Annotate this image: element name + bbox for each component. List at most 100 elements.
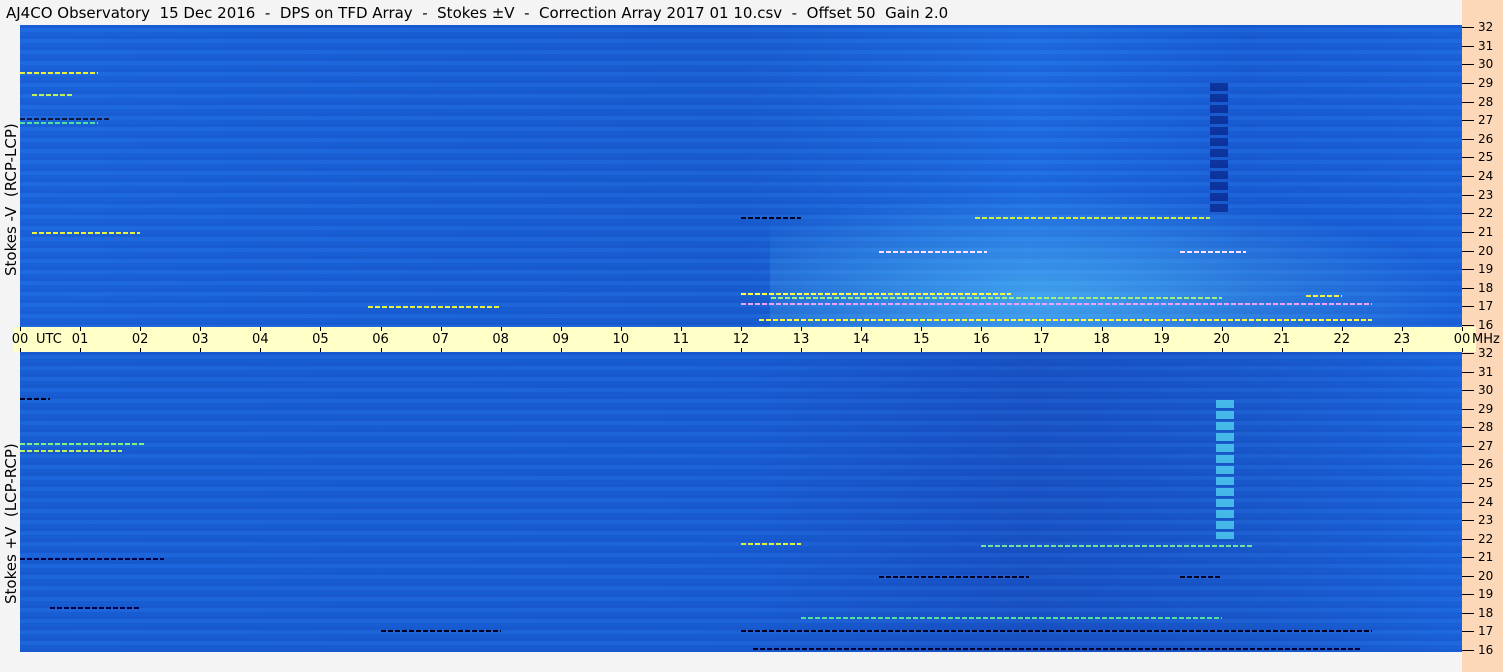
y-tick-mark xyxy=(1462,194,1474,196)
x-tick-mark xyxy=(921,348,923,352)
emission-streak xyxy=(741,629,1372,632)
stokes-minus-v-panel xyxy=(20,25,1462,327)
y-tick-label: 22 xyxy=(1478,531,1494,546)
x-tick-label: 16 xyxy=(973,332,990,347)
x-tick-mark xyxy=(861,348,863,352)
x-tick-mark xyxy=(200,348,202,352)
y-tick-label: 22 xyxy=(1478,206,1494,221)
x-tick-mark xyxy=(1041,348,1043,352)
y-tick-label: 29 xyxy=(1478,75,1494,90)
x-tick-label: 04 xyxy=(252,332,269,347)
y-tick-mark xyxy=(1462,250,1474,252)
y-tick-label: 18 xyxy=(1478,280,1494,295)
x-tick-mark xyxy=(981,327,983,331)
emission-streak xyxy=(50,607,141,610)
x-tick-mark xyxy=(1401,327,1403,331)
y-tick-mark xyxy=(1462,482,1474,484)
y-tick-mark xyxy=(1462,306,1474,308)
x-tick-mark xyxy=(80,348,82,352)
y-tick-mark xyxy=(1462,157,1474,159)
emission-streak xyxy=(20,450,123,453)
y-tick-mark xyxy=(1462,231,1474,233)
y-tick-mark xyxy=(1462,520,1474,522)
emission-streak xyxy=(981,544,1252,547)
y-tick-label: 23 xyxy=(1478,187,1494,202)
y-tick-label: 27 xyxy=(1478,438,1494,453)
x-tick-mark xyxy=(320,348,322,352)
top-panel-ylabel: Stokes -V (RCP-LCP) xyxy=(2,123,20,276)
x-tick-mark xyxy=(440,348,442,352)
y-tick-mark xyxy=(1462,594,1474,596)
x-tick-mark xyxy=(380,348,382,352)
x-tick-mark xyxy=(260,348,262,352)
x-tick-mark xyxy=(260,327,262,331)
y-tick-mark xyxy=(1462,390,1474,392)
y-tick-label: 31 xyxy=(1478,364,1494,379)
y-tick-label: 17 xyxy=(1478,624,1494,639)
x-tick-label: 08 xyxy=(492,332,509,347)
y-tick-label: 25 xyxy=(1478,150,1494,165)
x-tick-mark xyxy=(1221,348,1223,352)
x-tick-mark xyxy=(741,327,742,331)
y-tick-mark xyxy=(1462,353,1474,354)
emission-streak xyxy=(741,293,1012,296)
bottom-panel-ylabel: Stokes +V (LCP-RCP) xyxy=(2,443,20,604)
y-tick-label: 28 xyxy=(1478,420,1494,435)
y-tick-mark xyxy=(1462,120,1474,122)
y-tick-mark xyxy=(1462,445,1474,447)
y-tick-mark xyxy=(1462,575,1474,577)
spectral-column xyxy=(1209,82,1228,214)
x-tick-mark xyxy=(1401,348,1403,352)
emission-streak xyxy=(753,648,1360,651)
x-tick-label: 01 xyxy=(71,332,89,347)
x-tick-mark xyxy=(620,327,622,331)
x-tick-mark xyxy=(801,327,803,331)
x-tick-label: 19 xyxy=(1153,332,1170,347)
y-tick-mark xyxy=(1462,138,1474,140)
y-tick-mark xyxy=(1462,650,1474,651)
y-tick-mark xyxy=(1462,408,1474,410)
emission-streak xyxy=(32,231,141,234)
x-tick-mark xyxy=(801,348,803,352)
y-tick-label: 25 xyxy=(1478,475,1494,490)
y-tick-mark xyxy=(1462,213,1474,215)
emission-streak xyxy=(1179,576,1222,578)
x-tick-label: 17 xyxy=(1033,332,1050,347)
y-tick-mark xyxy=(1462,82,1474,84)
x-tick-mark xyxy=(1341,348,1343,352)
y-tick-label: 20 xyxy=(1478,243,1494,258)
x-tick-mark xyxy=(680,348,682,352)
x-tick-mark xyxy=(380,327,382,331)
emission-streak xyxy=(741,216,802,219)
y-tick-mark xyxy=(1462,64,1474,66)
utc-label: UTC xyxy=(36,332,62,347)
x-tick-label: 11 xyxy=(672,332,690,347)
emission-streak xyxy=(20,121,99,124)
y-tick-label: 17 xyxy=(1478,299,1494,314)
x-tick-mark xyxy=(1041,327,1043,331)
x-tick-mark xyxy=(1101,327,1103,331)
emission-streak xyxy=(801,616,1222,619)
x-tick-label: 10 xyxy=(612,332,630,347)
y-tick-label: 29 xyxy=(1478,401,1494,416)
y-tick-mark xyxy=(1462,501,1474,503)
x-tick-mark xyxy=(620,348,622,352)
emission-streak xyxy=(20,557,165,560)
y-tick-mark xyxy=(1462,325,1474,326)
y-tick-label: 32 xyxy=(1478,346,1494,360)
y-tick-label: 18 xyxy=(1478,605,1494,620)
y-tick-label: 16 xyxy=(1478,643,1494,657)
x-tick-label: 12 xyxy=(732,332,750,347)
emission-streak xyxy=(975,216,1210,219)
y-tick-label: 30 xyxy=(1478,383,1494,398)
y-tick-mark xyxy=(1462,427,1474,429)
emission-streak xyxy=(380,629,501,632)
emission-streak xyxy=(20,118,111,121)
x-tick-mark xyxy=(1341,327,1343,331)
x-tick-mark xyxy=(560,327,562,331)
y-tick-mark xyxy=(1462,101,1474,103)
x-tick-mark xyxy=(921,327,923,331)
emission-streak xyxy=(1305,295,1342,298)
x-tick-mark xyxy=(20,348,21,352)
